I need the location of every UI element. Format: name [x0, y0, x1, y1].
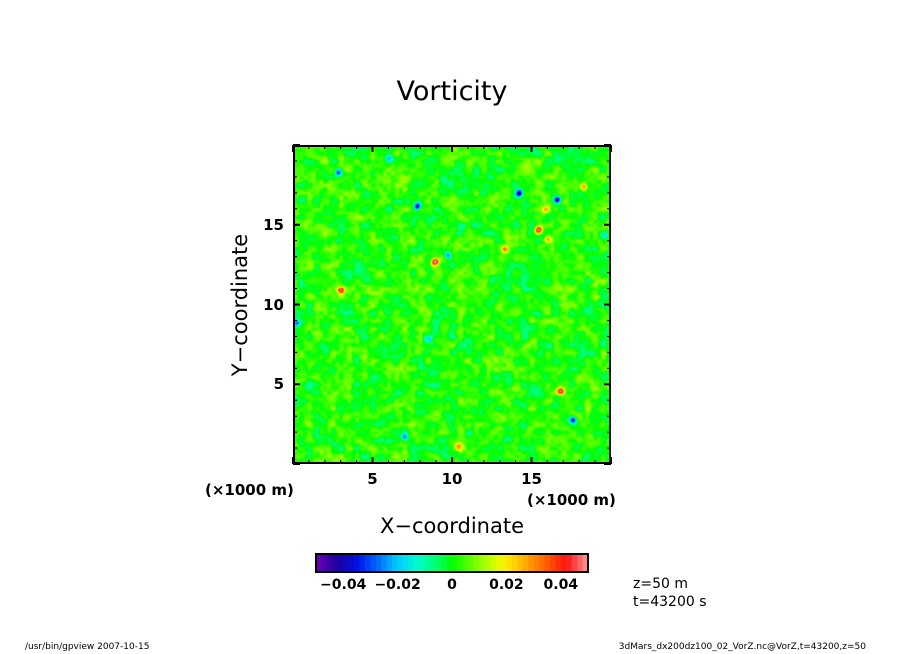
colorbar-tick-label: 0.04	[543, 577, 579, 593]
colorbar-level	[359, 554, 366, 572]
colorbar-level	[381, 554, 388, 572]
colorbar-level	[566, 554, 572, 572]
colorbar-level	[511, 554, 518, 572]
y-axis-label: Y−coordinate	[228, 233, 252, 377]
colorbar-level	[473, 554, 480, 572]
colorbar-tick-label: −0.04	[320, 577, 367, 593]
y-tick-label: 5	[273, 375, 284, 394]
colorbar-level	[495, 554, 502, 572]
colorbar-level	[337, 554, 344, 572]
y-tick-label: 10	[263, 295, 284, 314]
colorbar-level	[528, 554, 534, 572]
z-level-info: z=50 m	[633, 576, 688, 592]
plot-frame	[293, 145, 611, 464]
colorbar-level	[506, 554, 513, 572]
colorbar-level	[435, 554, 442, 572]
colorbar-level	[500, 554, 507, 572]
colorbar-level	[555, 554, 562, 572]
colorbar-level	[457, 554, 464, 572]
colorbar-level	[321, 554, 328, 572]
colorbar-level	[343, 554, 349, 572]
colorbar-level	[354, 554, 360, 572]
colorbar-level	[392, 554, 398, 572]
vorticity-heatmap	[293, 145, 611, 464]
colorbar-level	[364, 554, 371, 572]
x-tick-label: 10	[441, 470, 463, 488]
colorbar-level	[348, 554, 355, 572]
colorbar-level	[479, 554, 485, 572]
colorbar-level	[441, 554, 447, 572]
time-info: t=43200 s	[633, 594, 707, 610]
colorbar-tick-label: 0.02	[489, 577, 524, 593]
colorbar-level	[533, 554, 540, 572]
colorbar-tick-label: −0.02	[374, 577, 421, 593]
colorbar-level	[560, 554, 567, 572]
colorbar-level	[332, 554, 339, 572]
colorbar-level	[419, 554, 426, 572]
colorbar-level	[484, 554, 491, 572]
colorbar-level	[522, 554, 529, 572]
plot-area	[292, 144, 612, 465]
colorbar-level	[326, 554, 333, 572]
colorbar-level	[539, 554, 545, 572]
y-tick-label: 15	[263, 215, 284, 234]
colorbar-level	[413, 554, 420, 572]
x-tick-label: 5	[367, 470, 378, 488]
colorbar-level	[386, 554, 393, 572]
x-axis-label: X−coordinate	[380, 514, 524, 538]
colorbar-level	[577, 554, 583, 572]
colorbar-level	[430, 554, 436, 572]
colorbar-level	[370, 554, 377, 572]
colorbar-tick-label: 0	[447, 577, 457, 593]
colorbar-level	[424, 554, 431, 572]
plot-axes	[292, 144, 612, 465]
y-axis-unit: (×1000 m)	[205, 481, 294, 499]
colorbar-level	[517, 554, 524, 572]
colorbar-level	[549, 554, 556, 572]
colorbar-level	[403, 554, 409, 572]
footer-program: /usr/bin/gpview 2007-10-15	[25, 642, 150, 652]
colorbar-level	[408, 554, 415, 572]
colorbar-level	[446, 554, 453, 572]
colorbar-level	[490, 554, 496, 572]
colorbar	[315, 553, 589, 573]
colorbar-level	[462, 554, 469, 572]
colorbar-level	[452, 554, 458, 572]
colorbar-frame	[315, 553, 589, 573]
colorbar-level	[571, 554, 578, 572]
x-axis-unit: (×1000 m)	[527, 491, 616, 509]
chart-title: Vorticity	[396, 76, 508, 107]
colorbar-level	[468, 554, 475, 572]
colorbar-level	[375, 554, 382, 572]
colorbar-level	[316, 554, 322, 572]
colorbar-level	[544, 554, 551, 572]
x-tick-label: 15	[521, 470, 542, 488]
colorbar-level	[582, 554, 589, 572]
footer-source: 3dMars_dx200dz100_02_VorZ.nc@VorZ,t=4320…	[618, 642, 866, 652]
colorbar-level	[397, 554, 404, 572]
